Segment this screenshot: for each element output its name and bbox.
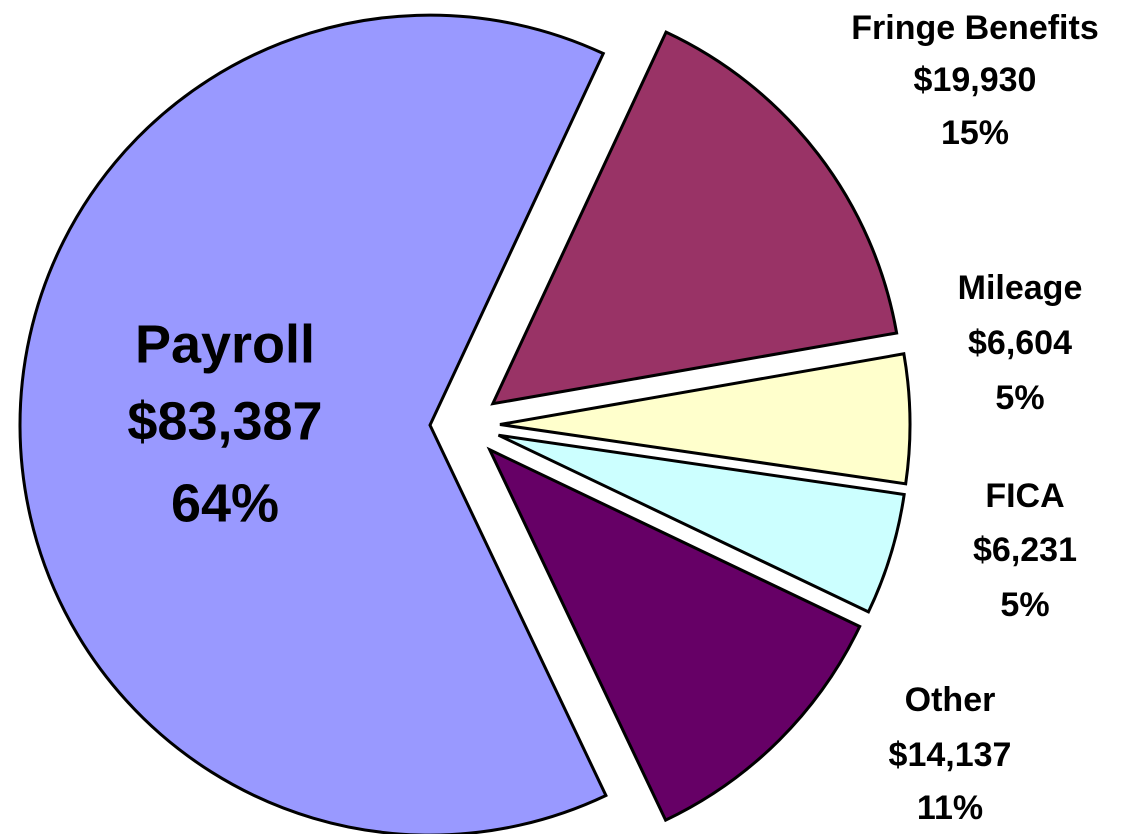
value-label: $6,231	[973, 531, 1077, 569]
value-label: $6,604	[968, 324, 1072, 362]
pie-slice	[486, 446, 862, 823]
value-label: $83,387	[127, 391, 322, 451]
pie-slice	[18, 13, 608, 834]
percent-label: 15%	[941, 114, 1009, 152]
slice-label: FICA	[985, 477, 1064, 515]
slice-label: Mileage	[958, 269, 1083, 307]
pie-slice	[490, 30, 899, 406]
slice-label: Payroll	[135, 314, 315, 374]
percent-label: 5%	[995, 379, 1044, 417]
value-label: $19,930	[914, 61, 1037, 99]
slice-label: Other	[905, 681, 996, 719]
percent-label: 5%	[1000, 586, 1049, 624]
slice-label: Fringe Benefits	[851, 9, 1098, 47]
value-label: $14,137	[889, 736, 1012, 774]
pie-slice	[499, 352, 912, 486]
pie-slice	[497, 433, 906, 614]
percent-label: 64%	[171, 473, 279, 533]
percent-label: 11%	[917, 789, 983, 827]
